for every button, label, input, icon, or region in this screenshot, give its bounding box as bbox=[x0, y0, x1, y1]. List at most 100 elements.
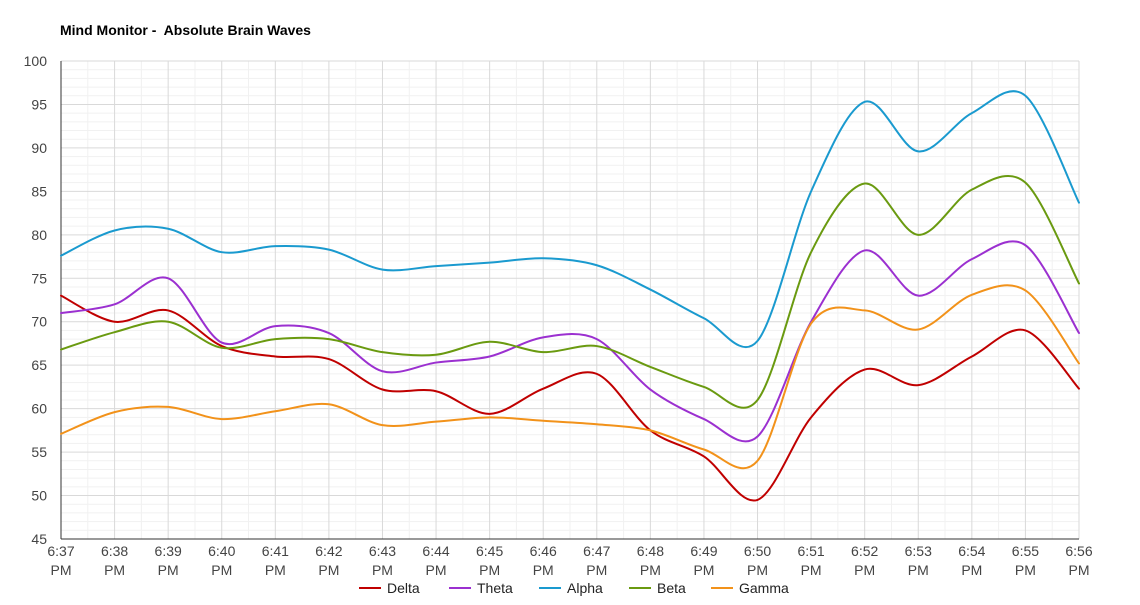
data-point-delta bbox=[326, 357, 331, 362]
data-point-alpha bbox=[648, 287, 653, 292]
data-point-gamma bbox=[862, 308, 867, 313]
data-point-delta bbox=[273, 354, 278, 359]
x-tick-label-time: 6:40 bbox=[208, 543, 235, 559]
data-point-theta bbox=[380, 369, 385, 374]
x-tick-label: 6:48 PM bbox=[637, 543, 664, 578]
x-tick-label-time: 6:44 bbox=[422, 543, 449, 559]
x-tick-label-period: PM bbox=[908, 562, 929, 578]
x-tick-label: 6:44 PM bbox=[422, 543, 449, 578]
x-tick-label: 6:53 PM bbox=[905, 543, 932, 578]
x-tick-label: 6:56 PM bbox=[1065, 543, 1092, 578]
y-tick-label: 45 bbox=[31, 531, 47, 547]
x-tick-label-period: PM bbox=[211, 562, 232, 578]
series-layer bbox=[59, 90, 1082, 502]
data-point-theta bbox=[969, 257, 974, 262]
data-point-alpha bbox=[166, 226, 171, 231]
data-point-beta bbox=[273, 337, 278, 342]
x-tick-label-period: PM bbox=[479, 562, 500, 578]
data-point-alpha bbox=[380, 267, 385, 272]
data-point-beta bbox=[219, 345, 224, 350]
data-point-delta bbox=[916, 383, 921, 388]
data-point-theta bbox=[916, 293, 921, 298]
legend-item-gamma: Gamma bbox=[711, 580, 789, 596]
x-tick-label-time: 6:51 bbox=[797, 543, 824, 559]
x-tick-label: 6:55 PM bbox=[1012, 543, 1039, 578]
x-tick-label-time: 6:56 bbox=[1065, 543, 1092, 559]
data-point-delta bbox=[1023, 328, 1028, 333]
x-tick-label: 6:37 PM bbox=[47, 543, 74, 578]
x-tick-label-period: PM bbox=[1069, 562, 1090, 578]
y-tick-label: 85 bbox=[31, 183, 47, 199]
x-tick-label-period: PM bbox=[747, 562, 768, 578]
x-tick-label-time: 6:45 bbox=[476, 543, 503, 559]
data-point-gamma bbox=[969, 292, 974, 297]
legend-item-beta: Beta bbox=[629, 580, 686, 596]
data-point-theta bbox=[541, 335, 546, 340]
data-point-delta bbox=[380, 387, 385, 392]
data-point-alpha bbox=[594, 263, 599, 268]
x-tick-label: 6:45 PM bbox=[476, 543, 503, 578]
x-tick-label-period: PM bbox=[961, 562, 982, 578]
x-tick-label: 6:40 PM bbox=[208, 543, 235, 578]
chart-legend: Delta Theta Alpha Beta Gamma bbox=[359, 580, 789, 596]
data-point-alpha bbox=[969, 111, 974, 116]
y-tick-label: 75 bbox=[31, 270, 47, 286]
data-point-theta bbox=[487, 354, 492, 359]
x-tick-label-time: 6:41 bbox=[262, 543, 289, 559]
data-point-beta bbox=[487, 339, 492, 344]
data-point-delta bbox=[594, 371, 599, 376]
x-tick-label-time: 6:55 bbox=[1012, 543, 1039, 559]
x-tick-label: 6:46 PM bbox=[530, 543, 557, 578]
legend-label-beta: Beta bbox=[657, 580, 686, 596]
x-tick-label-period: PM bbox=[318, 562, 339, 578]
data-point-beta bbox=[326, 337, 331, 342]
x-tick-label-time: 6:38 bbox=[101, 543, 128, 559]
legend-item-alpha: Alpha bbox=[539, 580, 603, 596]
data-point-gamma bbox=[541, 418, 546, 423]
y-tick-label: 50 bbox=[31, 488, 47, 504]
x-tick-label: 6:52 PM bbox=[851, 543, 878, 578]
data-point-alpha bbox=[219, 250, 224, 255]
x-tick-label-period: PM bbox=[640, 562, 661, 578]
data-point-theta bbox=[701, 417, 706, 422]
x-tick-label: 6:39 PM bbox=[155, 543, 182, 578]
data-point-theta bbox=[1077, 331, 1082, 336]
data-point-beta bbox=[755, 397, 760, 402]
data-point-gamma bbox=[487, 415, 492, 420]
chart-title: Mind Monitor - Absolute Brain Waves bbox=[60, 22, 311, 38]
data-point-delta bbox=[1077, 386, 1082, 391]
data-point-beta bbox=[916, 232, 921, 237]
grid-layer bbox=[60, 60, 1080, 540]
x-tick-label-period: PM bbox=[586, 562, 607, 578]
x-tick-label-time: 6:47 bbox=[583, 543, 610, 559]
data-point-gamma bbox=[112, 410, 117, 415]
x-tick-label-period: PM bbox=[372, 562, 393, 578]
data-point-alpha bbox=[862, 99, 867, 104]
x-tick-label: 6:49 PM bbox=[690, 543, 717, 578]
y-tick-label: 100 bbox=[24, 53, 48, 69]
data-point-gamma bbox=[273, 409, 278, 414]
data-point-gamma bbox=[434, 419, 439, 424]
y-tick-label: 60 bbox=[31, 401, 47, 417]
x-tick-label-period: PM bbox=[265, 562, 286, 578]
data-point-theta bbox=[1023, 243, 1028, 248]
data-point-gamma bbox=[59, 431, 64, 436]
data-point-gamma bbox=[755, 458, 760, 463]
x-tick-label-period: PM bbox=[426, 562, 447, 578]
legend-label-alpha: Alpha bbox=[567, 580, 603, 596]
data-point-beta bbox=[112, 330, 117, 335]
x-tick-label-time: 6:52 bbox=[851, 543, 878, 559]
data-point-gamma bbox=[1077, 361, 1082, 366]
data-point-theta bbox=[326, 331, 331, 336]
legend-label-delta: Delta bbox=[387, 580, 420, 596]
data-point-alpha bbox=[112, 228, 117, 233]
data-point-alpha bbox=[809, 189, 814, 194]
x-tick-label-period: PM bbox=[854, 562, 875, 578]
data-point-alpha bbox=[916, 149, 921, 154]
data-point-gamma bbox=[380, 423, 385, 428]
data-point-gamma bbox=[166, 404, 171, 409]
legend-label-gamma: Gamma bbox=[739, 580, 789, 596]
x-tick-label-period: PM bbox=[51, 562, 72, 578]
data-point-delta bbox=[112, 319, 117, 324]
